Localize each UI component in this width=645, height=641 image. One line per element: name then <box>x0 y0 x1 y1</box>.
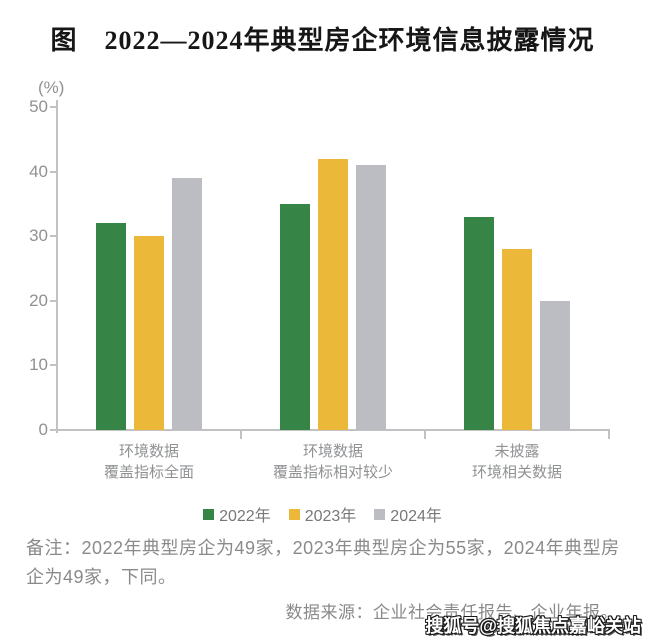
y-axis-tick-10 <box>50 364 57 367</box>
legend-label: 2024年 <box>390 508 442 525</box>
watermark-text: 搜狐号@搜狐焦点嘉峪关站 <box>425 616 641 636</box>
legend-item-2023年: 2023年 <box>288 502 357 526</box>
y-axis-tick-50 <box>50 106 57 108</box>
x-axis-category-label-line: 覆盖指标相对较少 <box>272 464 393 481</box>
bar-2024年-category-2 <box>356 165 386 430</box>
x-axis-category-label-3: 未披露 环境相关数据 <box>417 441 617 483</box>
y-axis-line <box>56 100 58 433</box>
x-axis-category-label-2: 环境数据覆盖指标相对较少 <box>233 441 433 483</box>
x-axis-line <box>56 429 610 431</box>
x-axis-category-label-line: 覆盖指标全面 <box>103 464 194 481</box>
bar-2022年-category-1 <box>96 223 126 430</box>
x-axis-category-label-line: 环境数据 <box>302 443 363 460</box>
y-axis-tick-0 <box>50 429 57 431</box>
x-axis-boundary-tick-3 <box>608 430 610 439</box>
legend-swatch-icon <box>203 508 215 520</box>
legend-swatch-icon <box>288 508 300 520</box>
legend-label: 2022年 <box>219 508 271 525</box>
x-axis-boundary-tick-2 <box>424 430 426 439</box>
y-axis-tick-label-30: 30 <box>29 226 48 246</box>
legend-item-2022年: 2022年 <box>203 502 271 526</box>
footnote-remark: 备注：2022年典型房企为49家，2023年典型房企为55家，2024年典型房企… <box>26 538 620 587</box>
y-axis-tick-label-10: 10 <box>29 355 48 375</box>
y-axis-tick-label-40: 40 <box>29 161 48 181</box>
plot-area <box>57 107 609 430</box>
y-axis-tick-30 <box>50 235 57 238</box>
y-axis-tick-20 <box>50 299 57 302</box>
data-source-note: 数据来源：企业社会责任报告、企业年报。 <box>285 603 618 622</box>
bar-2024年-category-3 <box>540 300 570 430</box>
y-axis-tick-label-50: 50 <box>29 97 48 116</box>
bar-2022年-category-3 <box>464 216 494 430</box>
bar-2023年-category-1 <box>134 236 164 430</box>
y-axis-tick-label-20: 20 <box>29 290 48 310</box>
legend-item-2024年: 2024年 <box>374 502 442 526</box>
x-axis-category-label-line: 环境相关数据 <box>471 464 562 481</box>
x-axis-category-label-1: 环境数据覆盖指标全面 <box>49 441 249 483</box>
bar-2022年-category-2 <box>280 203 310 430</box>
x-axis-boundary-tick-1 <box>240 430 242 439</box>
legend-label: 2023年 <box>304 508 357 525</box>
chart-legend: 2022年 2023年 2024年 <box>0 502 645 526</box>
bar-2024年-category-1 <box>172 178 202 430</box>
bar-2023年-category-3 <box>502 249 532 430</box>
x-axis-category-label-line: 环境数据 <box>118 443 179 460</box>
bar-2023年-category-2 <box>318 158 348 430</box>
chart-title: 图 2022—2024年典型房企环境信息披露情况 <box>50 26 595 55</box>
y-axis-unit-label: (%) <box>38 78 65 97</box>
x-axis-category-label-line: 未披露 <box>494 443 540 460</box>
y-axis-tick-label-0: 0 <box>38 420 48 439</box>
y-axis-tick-40 <box>50 170 57 173</box>
legend-swatch-icon <box>374 508 386 520</box>
